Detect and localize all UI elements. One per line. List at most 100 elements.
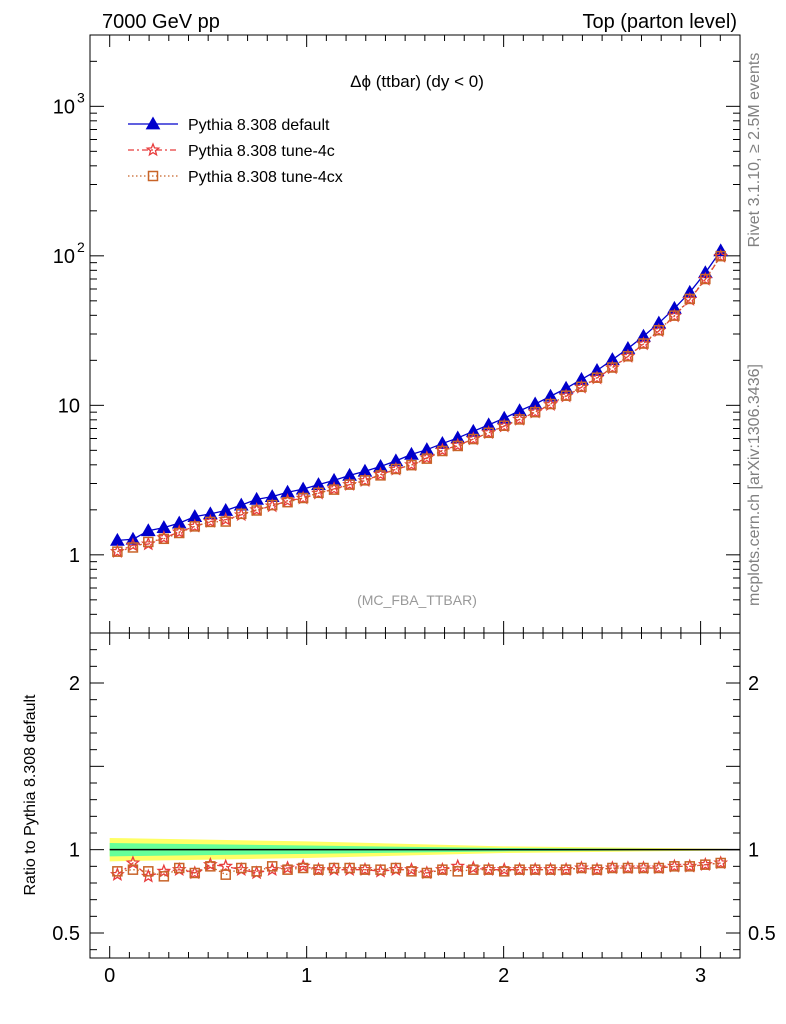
main-square-series <box>112 250 726 557</box>
ratio-square-series <box>112 857 726 882</box>
ratio-square-point <box>173 862 185 874</box>
ratio-star-point <box>218 858 234 873</box>
x-tick-label: 2 <box>498 965 509 987</box>
ratio-square-point <box>529 864 541 875</box>
mcplots-label: mcplots.cern.ch [arXiv:1306.3436] <box>746 364 763 606</box>
main-square-point <box>266 499 278 511</box>
main-triangle-point <box>465 423 481 437</box>
main-square-point <box>282 496 293 508</box>
main-triangle-point <box>543 388 558 402</box>
ratio-square-point <box>622 862 634 874</box>
main-square-point <box>173 527 185 539</box>
main-square-point <box>715 250 726 262</box>
main-square-point <box>622 350 634 362</box>
ratio-star-series <box>109 855 729 883</box>
ratio-square-point <box>421 867 433 879</box>
ratio-y-tick-label: 2 <box>69 673 80 695</box>
main-square-point <box>669 310 680 321</box>
ratio-y-tick-label: 0.5 <box>52 923 80 945</box>
ratio-square-line <box>117 862 721 878</box>
main-square-point <box>653 324 665 336</box>
main-square-point <box>483 427 494 439</box>
main-square-point <box>529 406 541 418</box>
main-triangle-series <box>110 243 729 546</box>
y-tick-label: 1 <box>69 545 80 567</box>
ratio-square-point <box>282 864 293 875</box>
x-tick-label: 0 <box>104 965 115 987</box>
main-square-point <box>127 542 139 553</box>
ratio-square-point <box>143 866 154 877</box>
ratio-square-point <box>220 869 231 880</box>
ratio-square-point <box>576 862 587 874</box>
main-square-point <box>545 398 556 410</box>
ratio-square-point <box>700 859 711 870</box>
main-square-point <box>313 487 324 499</box>
ratio-square-point <box>112 866 123 877</box>
legend-label: Pythia 8.308 default <box>188 117 330 134</box>
main-triangle-point <box>574 371 589 385</box>
ratio-y-tick-label-right: 2 <box>748 673 759 695</box>
main-square-point <box>189 521 201 532</box>
ratio-square-point <box>328 862 340 874</box>
plot-title: Δϕ (ttbar) (dy < 0) <box>350 72 484 91</box>
main-square-point <box>375 470 386 481</box>
main-square-point <box>591 372 603 383</box>
ratio-square-point <box>591 864 603 875</box>
main-square-point <box>236 508 247 520</box>
ratio-square-point <box>498 866 510 877</box>
analysis-watermark: (MC_FBA_TTBAR) <box>357 592 477 608</box>
main-square-point <box>638 338 649 349</box>
legend-marker <box>145 116 161 130</box>
ratio-square-point <box>344 862 355 874</box>
main-square-point <box>498 420 510 432</box>
ratio-square-point <box>375 864 386 875</box>
main-square-point <box>344 479 355 490</box>
header-left: 7000 GeV pp <box>102 11 220 33</box>
ratio-square-point <box>483 864 494 875</box>
ratio-square-point <box>607 862 618 874</box>
ratio-star-point <box>450 858 466 873</box>
legend-marker <box>145 142 161 157</box>
main-square-point <box>251 505 262 516</box>
main-square-point <box>684 293 696 305</box>
main-square-point <box>112 546 123 557</box>
ratio-y-tick-label-right: 0.5 <box>748 923 776 945</box>
ratio-plot-frame <box>89 632 741 959</box>
main-triangle-line <box>117 250 722 541</box>
main-square-point <box>452 440 463 452</box>
main-square-point <box>607 362 618 373</box>
ratio-square-point <box>406 866 417 877</box>
ratio-square-point <box>251 866 262 877</box>
main-square-point <box>421 453 433 464</box>
main-triangle-point <box>558 380 574 394</box>
ratio-square-point <box>313 864 324 875</box>
ratio-plot-border <box>89 632 741 959</box>
main-star-series <box>109 248 729 558</box>
ratio-square-point <box>514 864 525 875</box>
ratio-square-point <box>437 864 448 875</box>
legend-marker <box>147 170 159 182</box>
ratio-square-point <box>452 866 463 877</box>
x-tick-label: 3 <box>695 965 706 987</box>
main-triangle-point <box>311 477 326 490</box>
x-tick-label: 1 <box>301 965 312 987</box>
main-square-point <box>359 475 371 486</box>
main-triangle-point <box>202 506 218 520</box>
main-square-point <box>406 459 417 471</box>
main-square-point <box>700 273 711 285</box>
main-triangle-point <box>636 328 651 342</box>
main-square-point <box>297 492 309 504</box>
main-square-point <box>514 414 525 425</box>
y-tick-label: 10 <box>53 96 75 118</box>
main-triangle-point <box>527 396 543 410</box>
ratio-y-tick-label: 1 <box>69 840 80 862</box>
main-triangle-point <box>496 410 512 424</box>
ratio-square-point <box>545 864 556 875</box>
ratio-square-point <box>266 861 278 872</box>
rivet-version-label: Rivet 3.1.10, ≥ 2.5M events <box>746 53 763 248</box>
ratio-square-point <box>468 864 479 875</box>
ratio-square-point <box>390 862 402 874</box>
ratio-y-tick-label-right: 1 <box>748 840 759 862</box>
ratio-square-point <box>560 864 572 875</box>
